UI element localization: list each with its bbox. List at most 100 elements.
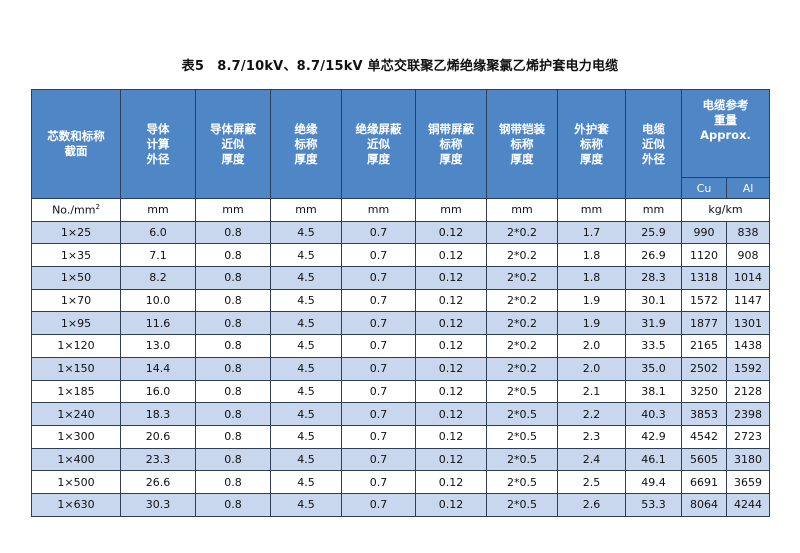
table-body: No./mm2 mm mm mm mm mm mm mm mm kg/km 1×… [31,198,771,517]
table-cell: 4.5 [270,266,342,290]
table-cell: 1147 [725,288,771,313]
table-cell: 1×240 [31,402,121,426]
table-cell: 2*0.2 [486,288,558,313]
table-cell: 7.1 [120,243,196,268]
table-cell: 1×630 [31,492,121,517]
table-cell: 2502 [681,356,727,381]
table-cell: 30.3 [120,492,196,517]
table-cell: 1×120 [31,334,121,358]
table-cell: 2.0 [557,356,626,381]
table-cell: 2*0.5 [486,492,558,517]
table-cell: 42.9 [625,424,682,449]
table-cell: 2*0.5 [486,424,558,449]
table-cell: 0.8 [195,311,271,336]
table-cell: 33.5 [625,334,682,358]
table-cell: 3250 [681,379,727,404]
table-cell: 3659 [725,470,771,494]
table-cell: 0.12 [415,243,487,268]
table-cell: 2.1 [557,379,626,404]
table-cell: 1.8 [557,266,626,290]
table-cell: 31.9 [625,311,682,336]
table-cell: 1301 [725,311,771,336]
table-cell: 4.5 [270,379,342,404]
table-row: 1×150 14.4 0.8 4.5 0.7 0.12 2*0.2 2.0 35.0 2502 15… [31,356,771,381]
table-cell: 4.5 [270,311,342,336]
table-row: 1×50 8.2 0.8 4.5 0.7 0.12 2*0.2 1.8 28.3 1318 1014 [31,266,771,290]
table-cell: 4.5 [270,424,342,449]
table-cell: 0.8 [195,356,271,381]
table-row: 1×70 10.0 0.8 4.5 0.7 0.12 2*0.2 1.9 30.1 1572 114… [31,288,771,313]
table-cell: 13.0 [120,334,196,358]
unit-cell: mm [341,198,416,222]
table-cell: 14.4 [120,356,196,381]
table-cell: 0.7 [341,356,416,381]
table-cell: 2.4 [557,447,626,472]
table-cell: 53.3 [625,492,682,517]
table-cell: 0.12 [415,356,487,381]
table-cell: 0.8 [195,402,271,426]
table-cell: 0.8 [195,470,271,494]
table-cell: 8.2 [120,266,196,290]
table-cell: 3180 [725,447,771,472]
table-title: 表5 8.7/10kV、8.7/15kV 单芯交联聚乙烯绝缘聚氯乙烯护套电力电缆 [181,59,619,74]
table-cell: 2*0.2 [486,243,558,268]
table-cell: 6691 [681,470,727,494]
table-row: 1×240 18.3 0.8 4.5 0.7 0.12 2*0.5 2.2 40.3 3853 23… [31,402,771,426]
table-cell: 3853 [681,402,727,426]
table-cell: 2128 [725,379,771,404]
table-cell: 0.8 [195,288,271,313]
table-cell: 0.7 [341,243,416,268]
table-cell: 2*0.5 [486,470,558,494]
table-row: 1×500 26.6 0.8 4.5 0.7 0.12 2*0.5 2.5 49.4 6691 36… [31,470,771,494]
table-cell: 1.8 [557,243,626,268]
table-cell: 2398 [725,402,771,426]
table-cell: 2.3 [557,424,626,449]
table-cell: 2*0.2 [486,220,558,245]
table-cell: 0.7 [341,379,416,404]
header-steel-armour: 钢带铠装 标称 厚度 [486,89,558,199]
table-cell: 6.0 [120,220,196,245]
table-cell: 0.8 [195,492,271,517]
table-cell: 0.7 [341,447,416,472]
table-cell: 2.6 [557,492,626,517]
unit-section: No./mm2 [31,198,121,222]
table-row: 1×35 7.1 0.8 4.5 0.7 0.12 2*0.2 1.8 26.9 1120 908 [31,243,771,268]
table-cell: 1×150 [31,356,121,381]
table-cell: 4.5 [270,402,342,426]
table-cell: 4542 [681,424,727,449]
unit-cell: mm [415,198,487,222]
header-weight-cu: Cu [681,177,727,199]
table-cell: 1014 [725,266,771,290]
table-cell: 0.12 [415,379,487,404]
table-cell: 2*0.2 [486,266,558,290]
table-cell: 0.7 [341,288,416,313]
table-cell: 0.8 [195,220,271,245]
table-row: 1×400 23.3 0.8 4.5 0.7 0.12 2*0.5 2.4 46.1 5605 31… [31,447,771,472]
table-cell: 2*0.5 [486,447,558,472]
table-cell: 0.12 [415,220,487,245]
table-cell: 0.8 [195,424,271,449]
cable-spec-table: 芯数和标称 截面 导体 计算 外径 导体屏蔽 近似 厚度 绝缘 标称 厚度 绝缘屏蔽 近似 厚度 … [31,89,771,517]
table-cell: 2*0.2 [486,356,558,381]
table-cell: 1×95 [31,311,121,336]
table-cell: 1592 [725,356,771,381]
header-copper-tape: 铜带屏蔽 标称 厚度 [415,89,487,199]
table-cell: 1572 [681,288,727,313]
table-cell: 2*0.2 [486,334,558,358]
table-cell: 40.3 [625,402,682,426]
table-cell: 1×25 [31,220,121,245]
table-cell: 0.12 [415,288,487,313]
table-cell: 8064 [681,492,727,517]
unit-cell: mm [557,198,626,222]
table-cell: 0.8 [195,243,271,268]
table-row: 1×300 20.6 0.8 4.5 0.7 0.12 2*0.5 2.3 42.9 4542 27… [31,424,771,449]
table-cell: 0.7 [341,424,416,449]
table-cell: 1.9 [557,288,626,313]
table-cell: 4.5 [270,492,342,517]
table-cell: 28.3 [625,266,682,290]
header-cable-diameter: 电缆 近似 外径 [625,89,682,199]
table-cell: 0.7 [341,470,416,494]
table-cell: 4244 [725,492,771,517]
table-cell: 11.6 [120,311,196,336]
table-cell: 1877 [681,311,727,336]
